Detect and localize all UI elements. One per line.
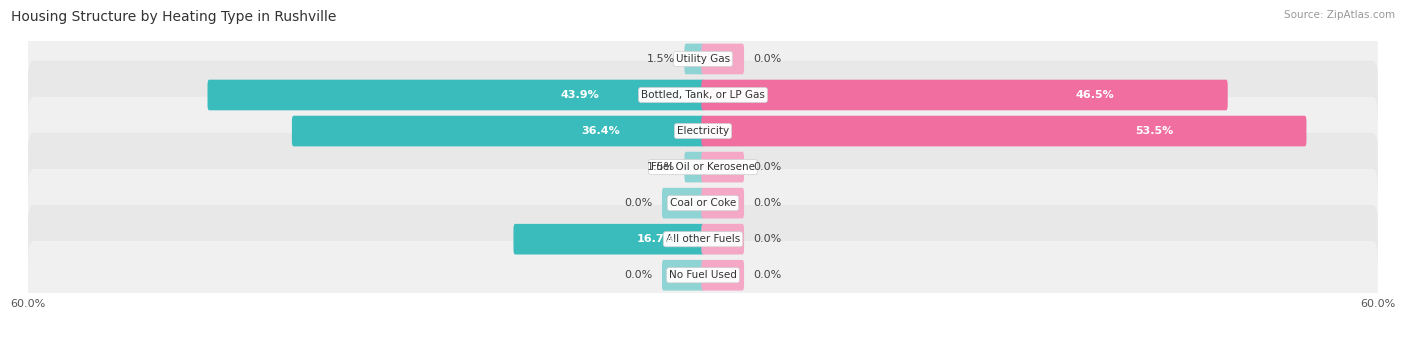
Text: Fuel Oil or Kerosene: Fuel Oil or Kerosene: [651, 162, 755, 172]
FancyBboxPatch shape: [208, 80, 704, 110]
FancyBboxPatch shape: [702, 188, 744, 219]
Text: 36.4%: 36.4%: [581, 126, 620, 136]
Text: 0.0%: 0.0%: [754, 162, 782, 172]
FancyBboxPatch shape: [662, 260, 704, 291]
Text: 0.0%: 0.0%: [624, 270, 652, 280]
FancyBboxPatch shape: [702, 44, 744, 74]
FancyBboxPatch shape: [685, 44, 704, 74]
Text: 1.5%: 1.5%: [647, 54, 675, 64]
Text: 16.7%: 16.7%: [637, 234, 675, 244]
FancyBboxPatch shape: [28, 97, 1378, 165]
Text: 43.9%: 43.9%: [560, 90, 599, 100]
Text: Bottled, Tank, or LP Gas: Bottled, Tank, or LP Gas: [641, 90, 765, 100]
Text: Electricity: Electricity: [676, 126, 730, 136]
FancyBboxPatch shape: [702, 260, 744, 291]
FancyBboxPatch shape: [28, 205, 1378, 273]
Text: No Fuel Used: No Fuel Used: [669, 270, 737, 280]
Text: All other Fuels: All other Fuels: [666, 234, 740, 244]
Text: 0.0%: 0.0%: [754, 270, 782, 280]
FancyBboxPatch shape: [702, 224, 744, 254]
Text: 53.5%: 53.5%: [1135, 126, 1174, 136]
Text: 0.0%: 0.0%: [624, 198, 652, 208]
Text: 0.0%: 0.0%: [754, 234, 782, 244]
FancyBboxPatch shape: [702, 116, 1306, 146]
FancyBboxPatch shape: [702, 152, 744, 182]
Text: 0.0%: 0.0%: [754, 198, 782, 208]
Text: Coal or Coke: Coal or Coke: [669, 198, 737, 208]
Text: 0.0%: 0.0%: [754, 54, 782, 64]
FancyBboxPatch shape: [28, 169, 1378, 237]
Text: Source: ZipAtlas.com: Source: ZipAtlas.com: [1284, 10, 1395, 20]
FancyBboxPatch shape: [685, 152, 704, 182]
FancyBboxPatch shape: [28, 133, 1378, 201]
FancyBboxPatch shape: [28, 61, 1378, 129]
FancyBboxPatch shape: [662, 188, 704, 219]
FancyBboxPatch shape: [28, 25, 1378, 93]
FancyBboxPatch shape: [28, 241, 1378, 310]
Text: 1.5%: 1.5%: [647, 162, 675, 172]
Text: Housing Structure by Heating Type in Rushville: Housing Structure by Heating Type in Rus…: [11, 10, 336, 24]
FancyBboxPatch shape: [292, 116, 704, 146]
FancyBboxPatch shape: [513, 224, 704, 254]
FancyBboxPatch shape: [702, 80, 1227, 110]
Text: Utility Gas: Utility Gas: [676, 54, 730, 64]
Text: 46.5%: 46.5%: [1076, 90, 1115, 100]
